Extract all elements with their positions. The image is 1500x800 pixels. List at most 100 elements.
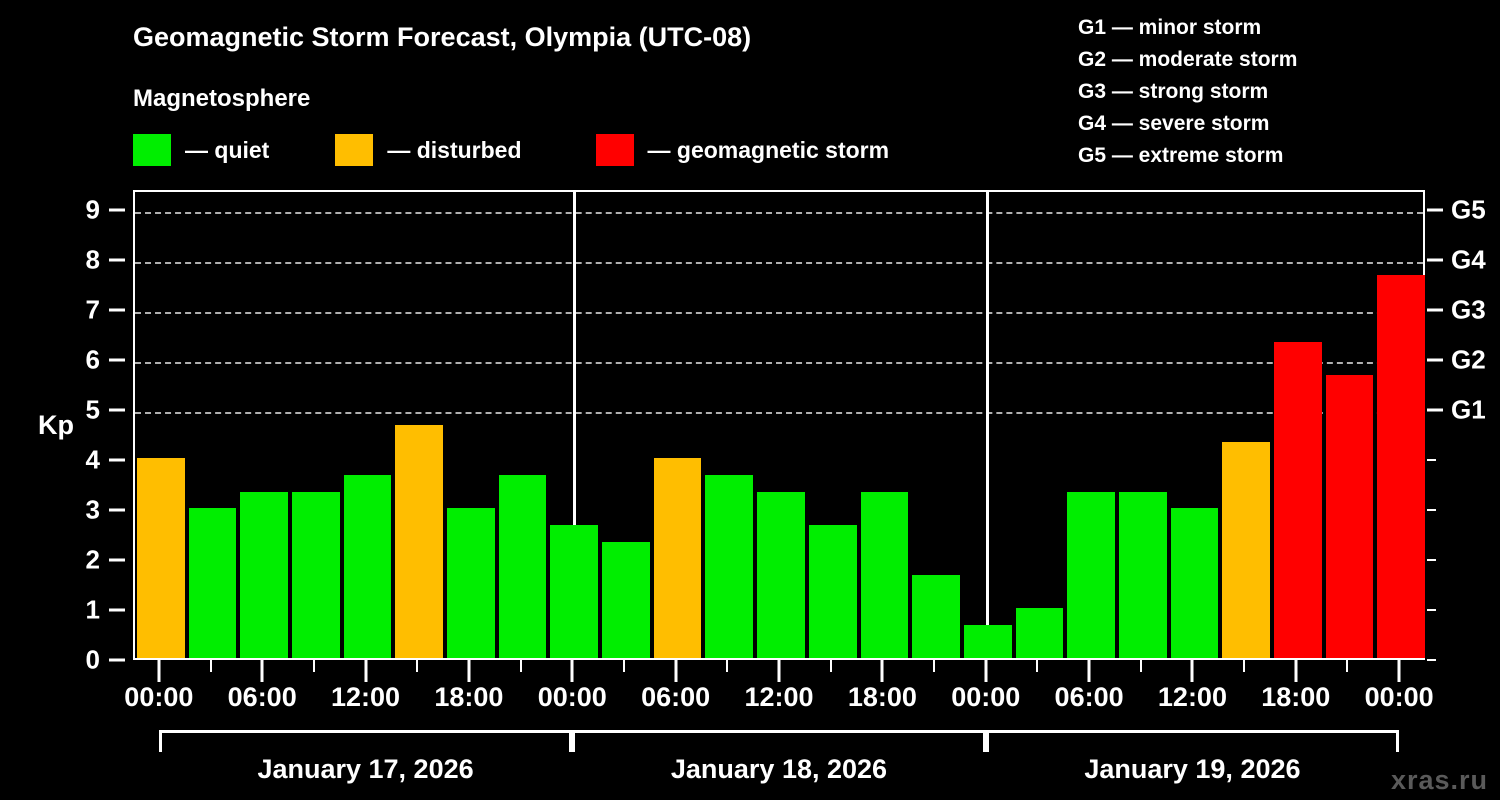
- x-tick-label: 00:00: [951, 682, 1021, 712]
- gridline-kp-9: [135, 212, 1423, 214]
- bar: [137, 458, 185, 658]
- x-tick-label: 06:00: [1054, 682, 1124, 712]
- x-tick-label: 00:00: [124, 682, 194, 712]
- legend-swatch-quiet: [133, 134, 171, 166]
- bar: [447, 508, 495, 658]
- gridline-kp-5: [135, 412, 1423, 414]
- g-tick-6: [1427, 358, 1443, 362]
- g-tick-7: [1427, 308, 1443, 312]
- bar: [1325, 374, 1374, 658]
- x-tick-69h: [1346, 660, 1349, 672]
- x-tick-57h: [1139, 660, 1142, 672]
- y-tick-label-4: 4: [85, 444, 100, 475]
- day-separator: [986, 192, 990, 658]
- bar: [705, 474, 754, 658]
- y-tick-5: [109, 408, 125, 412]
- bar: [1067, 491, 1115, 658]
- x-tick-label: 18:00: [847, 682, 917, 712]
- y-tick-label-0: 0: [85, 644, 100, 675]
- x-tick-label: 18:00: [434, 682, 504, 712]
- x-tick-30h: [674, 660, 678, 682]
- y-tick-label-2: 2: [85, 544, 100, 575]
- legend-entry-storm: — geomagnetic storm: [595, 134, 918, 166]
- gridline-kp-6: [135, 362, 1423, 364]
- y-tick-9: [109, 208, 125, 212]
- x-tick-51h: [1036, 660, 1039, 672]
- day-bracket: January 19, 2026: [985, 730, 1400, 800]
- g-axis-label-g1: G1: [1451, 394, 1486, 425]
- y-tick-6: [109, 358, 125, 362]
- x-tick-label: 00:00: [537, 682, 607, 712]
- bar: [860, 491, 909, 658]
- x-tick-21h: [519, 660, 522, 672]
- day-label: January 17, 2026: [257, 754, 474, 784]
- y-tick-7: [109, 308, 125, 312]
- y-tick-label-9: 9: [85, 194, 100, 225]
- bar: [912, 574, 960, 658]
- g-tick-8: [1427, 258, 1443, 262]
- x-tick-27h: [622, 660, 625, 672]
- legend-entry-quiet: — quiet: [133, 134, 297, 166]
- x-tick-36h: [777, 660, 781, 682]
- x-tick-15h: [416, 660, 419, 672]
- bar: [498, 474, 547, 658]
- bar: [1222, 441, 1270, 658]
- x-tick-54h: [1087, 660, 1091, 682]
- gridline-kp-8: [135, 262, 1423, 264]
- g-tick-4: [1427, 459, 1436, 461]
- y-tick-8: [109, 258, 125, 262]
- y-tick-3: [109, 508, 125, 512]
- g-scale-line-g2: G2 — moderate storm: [1078, 48, 1298, 71]
- g-scale-line-g5: G5 — extreme storm: [1078, 144, 1284, 167]
- g-tick-1: [1427, 609, 1436, 611]
- x-tick-12h: [364, 660, 368, 682]
- x-tick-66h: [1294, 660, 1298, 682]
- g-scale-line-g3: G3 — strong storm: [1078, 80, 1269, 103]
- day-separator: [572, 192, 576, 658]
- y-tick-label-3: 3: [85, 494, 100, 525]
- x-tick-72h: [1397, 660, 1401, 682]
- y-axis: 0 1 2 3 4 5 6 7 8 9: [0, 190, 128, 675]
- bar: [808, 524, 857, 658]
- bar: [240, 491, 289, 658]
- day-bracket: January 18, 2026: [572, 730, 986, 800]
- x-tick-label: 12:00: [331, 682, 401, 712]
- x-tick-6h: [260, 660, 264, 682]
- x-tick-42h: [880, 660, 884, 682]
- g-scale-line-g1: G1 — minor storm: [1078, 16, 1262, 39]
- day-bracket-line: [572, 730, 986, 752]
- day-bracket: January 17, 2026: [158, 730, 573, 800]
- gridline-kp-7: [135, 312, 1423, 314]
- x-tick-label: 06:00: [227, 682, 297, 712]
- bar: [292, 491, 340, 658]
- y-tick-0: [109, 658, 125, 662]
- day-bracket-line: [985, 730, 1400, 752]
- x-tick-24h: [570, 660, 574, 682]
- bar: [1170, 508, 1219, 658]
- plot-area: [133, 190, 1425, 660]
- legend-label-quiet: — quiet: [185, 136, 270, 163]
- x-tick-label: 12:00: [744, 682, 814, 712]
- x-tick-33h: [726, 660, 729, 672]
- g-tick-9: [1427, 208, 1443, 212]
- y-tick-1: [109, 608, 125, 612]
- y-tick-label-1: 1: [85, 594, 100, 625]
- bar: [757, 491, 805, 658]
- g-axis-label-g2: G2: [1451, 344, 1486, 375]
- g-axis-label-g3: G3: [1451, 294, 1486, 325]
- g-tick-3: [1427, 509, 1436, 511]
- x-tick-label: 06:00: [641, 682, 711, 712]
- legend-label-storm: — geomagnetic storm: [647, 136, 890, 163]
- g-tick-2: [1427, 559, 1436, 561]
- bar: [1273, 341, 1322, 658]
- legend-entry-disturbed: — disturbed: [335, 134, 549, 166]
- chart-subtitle: Magnetosphere: [133, 85, 311, 112]
- bar: [602, 541, 650, 658]
- day-label: January 19, 2026: [1084, 754, 1301, 784]
- bar: [343, 474, 392, 658]
- x-tick-48h: [984, 660, 988, 682]
- watermark: xras.ru: [1390, 765, 1488, 795]
- x-tick-label: 12:00: [1157, 682, 1227, 712]
- x-tick-0h: [157, 660, 161, 682]
